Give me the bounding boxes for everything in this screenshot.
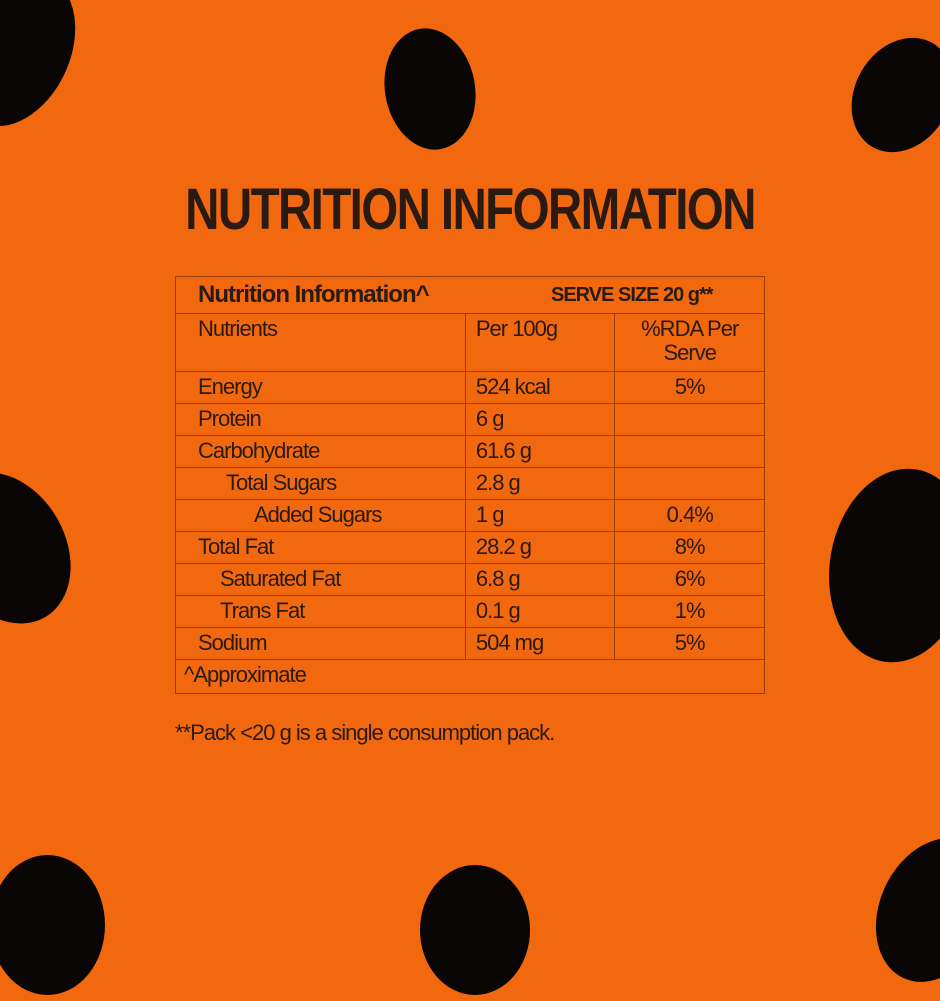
per-100g-value: 2.8 g	[464, 467, 616, 500]
table-row: Sodium 504 mg 5%	[175, 627, 765, 660]
decorative-blob	[0, 855, 105, 995]
table-row: Total Sugars 2.8 g	[175, 467, 765, 500]
nutrient-name: Protein	[175, 403, 466, 436]
per-100g-value: 6.8 g	[464, 563, 616, 596]
nutrient-name: Trans Fat	[175, 595, 466, 628]
rda-value: 6%	[614, 563, 765, 596]
per-100g-value: 28.2 g	[464, 531, 616, 564]
table-row: Carbohydrate 61.6 g	[175, 435, 765, 468]
rda-value: 8%	[614, 531, 765, 564]
table-row: Energy 524 kcal 5%	[175, 371, 765, 404]
table-header-row: Nutrition Information^ SERVE SIZE 20 g**	[175, 276, 765, 314]
per-100g-value: 524 kcal	[464, 371, 616, 404]
per-100g-value: 1 g	[464, 499, 616, 532]
column-header: Nutrients	[175, 313, 466, 372]
decorative-blob	[0, 448, 97, 648]
approximate-note: ^Approximate	[175, 659, 765, 694]
decorative-blob	[814, 457, 940, 674]
nutrition-table: Nutrition Information^ SERVE SIZE 20 g**…	[175, 276, 765, 694]
rda-value: 0.4%	[614, 499, 765, 532]
table-row: Saturated Fat 6.8 g 6%	[175, 563, 765, 596]
table-row: Protein 6 g	[175, 403, 765, 436]
table-row: Trans Fat 0.1 g 1%	[175, 595, 765, 628]
footnote: **Pack <20 g is a single consumption pac…	[175, 720, 555, 745]
serve-size: SERVE SIZE 20 g**	[551, 284, 714, 306]
nutrient-name: Total Sugars	[175, 467, 466, 500]
decorative-blob	[375, 21, 485, 157]
rda-value: 5%	[614, 371, 765, 404]
table-heading: Nutrition Information^	[198, 281, 430, 308]
nutrient-name: Total Fat	[175, 531, 466, 564]
nutrient-name: Added Sugars	[175, 499, 466, 532]
rda-value	[614, 403, 765, 436]
nutrient-name: Energy	[175, 371, 466, 404]
rda-value	[614, 467, 765, 500]
per-100g-value: 504 mg	[464, 627, 616, 660]
per-100g-value: 61.6 g	[464, 435, 616, 468]
rda-value: 5%	[614, 627, 765, 660]
per-100g-value: 6 g	[464, 403, 616, 436]
nutrient-name: Carbohydrate	[175, 435, 466, 468]
table-row: Added Sugars 1 g 0.4%	[175, 499, 765, 532]
rda-value: 1%	[614, 595, 765, 628]
per-100g-value: 0.1 g	[464, 595, 616, 628]
decorative-blob	[420, 865, 530, 995]
decorative-blob	[831, 19, 940, 171]
rda-value	[614, 435, 765, 468]
nutrient-name: Saturated Fat	[175, 563, 466, 596]
column-header: %RDA Per Serve	[614, 313, 765, 372]
page-title: NUTRITION INFORMATION	[185, 177, 756, 242]
nutrient-name: Sodium	[175, 627, 466, 660]
column-header: Per 100g	[464, 313, 616, 372]
decorative-blob	[853, 818, 940, 1001]
table-row: Total Fat 28.2 g 8%	[175, 531, 765, 564]
note-row: ^Approximate	[175, 659, 765, 694]
decorative-blob	[0, 0, 99, 146]
column-header-row: Nutrients Per 100g %RDA Per Serve	[175, 313, 765, 372]
